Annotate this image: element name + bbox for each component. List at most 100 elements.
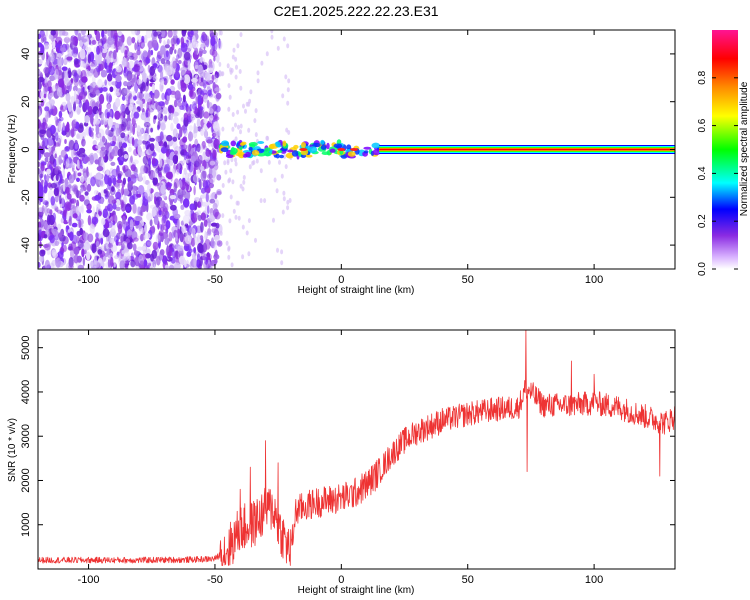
spectrogram-cell [159,36,162,44]
spectrogram-cell [46,247,51,256]
spectrogram-cell [197,94,202,106]
spectrogram-cell [197,234,201,243]
spectrogram-cell [197,108,205,119]
spectrogram-cell [177,47,183,59]
spectrogram-cell [137,246,143,251]
spectrogram-cell [282,140,287,147]
spectrogram-cell [110,30,114,39]
spectrogram-cell [59,231,64,236]
spectrogram-cell [129,55,135,60]
spectrogram-cell [111,81,117,86]
spectrogram-cell [173,71,181,81]
spectrogram-cell [118,160,124,166]
spectrogram-cell [192,128,198,139]
spectrogram-cell [108,68,112,74]
spectrogram-cell [47,147,52,152]
spectrogram-cell [174,99,178,107]
spectrogram-cell [38,70,41,75]
spectrogram-cell [128,180,134,185]
spectrogram-cell [320,139,325,145]
spectrogram-cell [276,45,280,51]
spectrogram-cell [199,194,205,199]
spectrogram-cell [120,235,124,244]
snr-x-tick-label: -50 [207,574,223,586]
spectrogram-cell [158,101,165,107]
spectrogram-cell [106,93,112,104]
spectrogram-cell [72,85,78,92]
spectrogram-cell [132,90,136,97]
spectrogram-cell [180,42,188,53]
spectrogram-cell [152,241,159,251]
snr-y-axis-label: SNR (10 * v/v) [7,418,18,482]
spectrogram-cell [107,179,112,191]
spectrogram-cell [179,126,183,138]
spectrogram-cell [126,81,132,87]
spectrogram-cell [144,223,147,234]
spectrogram-cell [39,148,45,154]
spectrogram-cell [49,108,54,116]
spectrogram-cell [45,30,49,37]
spectrogram-cell [63,104,66,110]
spectrogram-cell [193,160,200,168]
spectrogram-y-tick-label: -20 [20,189,32,205]
snr-x-tick-label: 0 [338,574,344,586]
snr-panel: -100 -50 0 50 100 1000 2000 3000 4000 5000 Height… [7,329,676,596]
spectrogram-cell [267,159,271,165]
spectrogram-cell [57,251,64,259]
spectrogram-cell [95,144,102,149]
spectrogram-cell [38,109,41,118]
spectrogram-cell [207,89,212,97]
snr-y-tick-label: 4000 [20,380,32,404]
spectrogram-cell [192,30,199,36]
spectrogram-cell [160,45,166,55]
spectrogram-cell [170,37,176,47]
spectrogram-cell [242,175,246,180]
spectrogram-cell [59,195,62,205]
spectrogram-cell [212,208,219,218]
spectrogram-cell [194,61,199,69]
spectrogram-cell [130,164,136,172]
spectrogram-cell [187,177,191,185]
spectrogram-cell [77,172,82,177]
spectrogram-cell [73,58,79,65]
spectrogram-cell [156,255,161,266]
spectrogram-cell [154,141,159,151]
spectrogram-cell [72,156,78,164]
spectrogram-cell [209,160,216,166]
spectrogram-cell [38,212,42,218]
spectrogram-cell [76,105,81,115]
spectrogram-cell [199,235,204,241]
spectrogram-cell [126,242,133,250]
spectrogram-cell [38,33,42,40]
spectrogram-cell [193,185,196,196]
spectrogram-cell [71,222,78,228]
spectrogram-cell [112,135,117,145]
spectrogram-cell [199,90,205,95]
spectrogram-cell [200,77,204,83]
spectrogram-cell [136,126,143,136]
spectrogram-cell [249,89,253,95]
spectrogram-cell [142,145,146,150]
spectrogram-cell [164,115,168,122]
spectrogram-cell [238,69,242,74]
spectrogram-cell [239,123,243,129]
spectrogram-cell [215,71,220,79]
spectrogram-cell [172,30,178,37]
spectrogram-cell [98,178,106,188]
spectrogram-cell [55,257,61,268]
spectrogram-cell [100,146,106,151]
spectrogram-cell [109,86,114,93]
spectrogram-cell [151,157,156,165]
spectrogram-cell [149,143,155,152]
spectrogram-cell [67,99,71,109]
spectrogram-cell [52,251,58,259]
spectrogram-cell [121,256,129,261]
spectrogram-cell [174,150,178,155]
spectrogram-cell [176,123,181,130]
spectrogram-cell [221,71,225,77]
spectrogram-cell [194,126,199,134]
spectrogram-cell [164,99,169,105]
spectrogram-cell [160,146,167,154]
spectrogram-cell [83,241,91,251]
spectrogram-cell [142,175,146,184]
